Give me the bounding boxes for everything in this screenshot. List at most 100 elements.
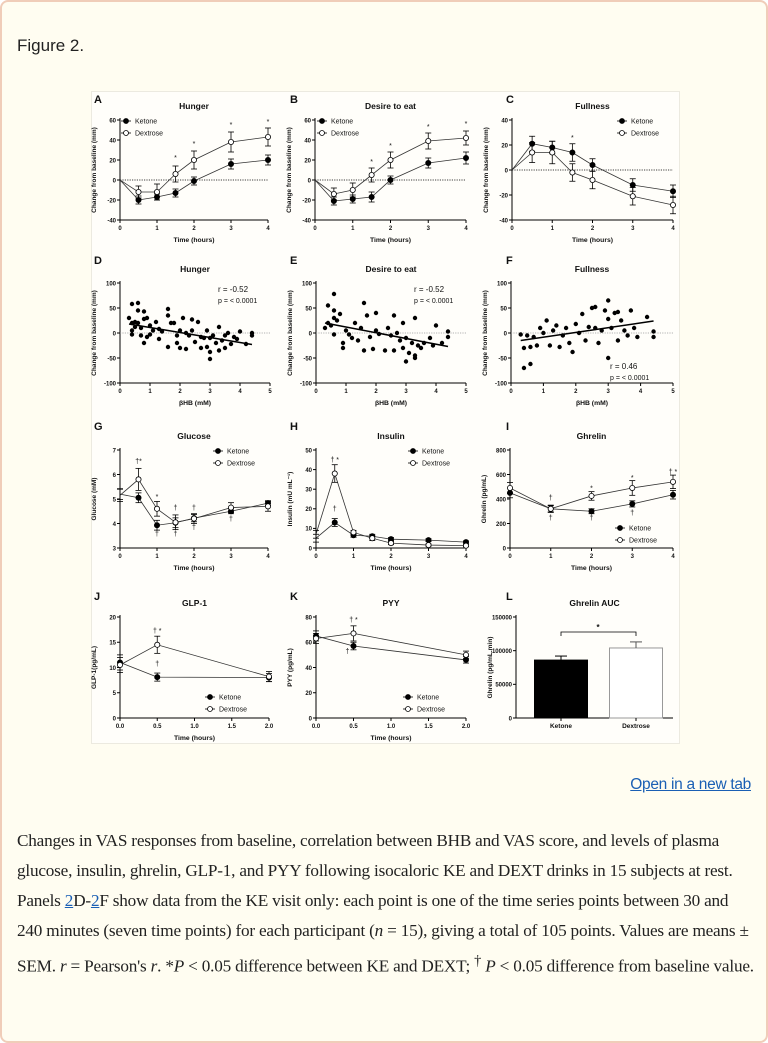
- y-tick-label: 0: [509, 716, 513, 722]
- x-tick-label: 4: [639, 389, 643, 395]
- figure-link-2d[interactable]: 2: [64, 891, 74, 910]
- x-tick-label: 3: [631, 226, 635, 232]
- data-point: [418, 345, 424, 351]
- panel-letter: B: [290, 94, 298, 106]
- data-point: [216, 348, 222, 353]
- x-tick-label: 2.0: [462, 724, 471, 730]
- y-tick-label: 100: [106, 281, 117, 287]
- legend-marker-ketone: [123, 118, 129, 124]
- y-tick-label: -20: [499, 193, 508, 199]
- x-tick-label: 2: [192, 554, 196, 560]
- open-in-new-tab-link[interactable]: Open in a new tab: [630, 776, 751, 793]
- x-tick-label: 0: [118, 389, 122, 395]
- y-tick-label: -100: [104, 381, 117, 387]
- y-tick-label: -40: [302, 218, 311, 224]
- data-point: [367, 334, 373, 340]
- panel-title: Ghrelin: [577, 431, 607, 441]
- panel-letter: H: [290, 421, 298, 433]
- data-point: [521, 365, 527, 371]
- significance-mark: *: [230, 122, 233, 129]
- x-tick-label: 1.5: [424, 724, 433, 730]
- x-tick-label: 1: [148, 389, 152, 395]
- x-tick-label: 0.0: [312, 724, 321, 730]
- panel-g: G Glucose 3 4 5 6 7 Glucose (mM) 0 1 2 3 4 Time (hour…: [91, 421, 271, 572]
- marker-dextrose: [425, 137, 432, 144]
- x-tick-label: 1: [549, 554, 553, 560]
- caption-italic: P: [173, 956, 185, 976]
- marker-dextrose: [529, 149, 536, 156]
- data-point: [147, 332, 153, 337]
- x-tick-label: 1.0: [387, 724, 396, 730]
- marker-dextrose: [629, 193, 636, 200]
- x-tick-label: 2: [389, 554, 393, 560]
- significance-mark: †: [549, 495, 553, 502]
- x-tick-label: Dextrose: [622, 723, 650, 730]
- data-point: [165, 313, 171, 318]
- legend-label: Ketone: [331, 119, 353, 126]
- legend-label: Ketone: [631, 119, 653, 126]
- legend-marker-dextrose: [410, 460, 416, 466]
- x-tick-label: 0: [313, 226, 317, 232]
- significance-mark: †: [174, 531, 178, 538]
- significance-mark: *: [193, 141, 196, 148]
- data-point: [541, 330, 546, 336]
- y-tick-label: 20: [109, 615, 116, 621]
- significance-mark: †: [155, 531, 159, 538]
- x-tick-label: 0: [509, 389, 513, 395]
- significance-mark: *: [370, 159, 373, 166]
- panel-title: Desire to eat: [365, 101, 416, 111]
- data-point: [596, 340, 601, 346]
- data-point: [400, 320, 406, 326]
- x-axis-label: Time (hours): [370, 565, 411, 572]
- data-point: [618, 318, 624, 323]
- x-tick-label: 4: [671, 554, 675, 560]
- data-point: [544, 318, 549, 323]
- x-tick-label: 5: [671, 389, 675, 395]
- significance-mark: *: [156, 494, 159, 501]
- x-tick-label: 0: [314, 389, 318, 395]
- marker-ketone: [331, 519, 338, 526]
- marker-dextrose: [547, 505, 554, 512]
- data-point: [364, 313, 370, 318]
- marker-dextrose: [368, 171, 375, 178]
- y-tick-label: -40: [107, 218, 116, 224]
- x-tick-label: 3: [208, 389, 212, 395]
- y-tick-label: 50: [305, 448, 312, 454]
- data-point: [537, 325, 543, 331]
- marker-dextrose: [190, 515, 197, 522]
- data-point: [615, 338, 621, 343]
- y-tick-label: 80: [305, 615, 312, 621]
- marker-ketone: [368, 193, 375, 200]
- x-tick-label: 1: [542, 389, 546, 395]
- y-tick-label: 40: [109, 138, 116, 144]
- data-point: [174, 340, 180, 346]
- significance-mark: †: [333, 506, 337, 513]
- data-point: [403, 359, 409, 364]
- data-point: [216, 324, 222, 330]
- x-tick-label: 0: [508, 554, 512, 560]
- data-point: [606, 355, 611, 361]
- caption-text: D-: [73, 891, 91, 910]
- x-tick-label: 4: [671, 226, 675, 232]
- data-point: [631, 325, 637, 331]
- data-point: [615, 309, 621, 315]
- legend-marker-ketone: [617, 525, 623, 531]
- data-point: [625, 333, 630, 338]
- data-point: [397, 338, 403, 343]
- figure-link-2f[interactable]: 2: [90, 891, 100, 910]
- significance-mark: †: [174, 505, 178, 512]
- significance-mark: *: [174, 155, 177, 162]
- y-tick-label: 6: [113, 473, 117, 479]
- legend-label: Ketone: [227, 449, 249, 456]
- data-point: [427, 335, 433, 341]
- x-tick-label: 2.0: [265, 724, 274, 730]
- x-axis-label: βHB (mM): [375, 400, 407, 407]
- marker-dextrose: [350, 630, 357, 637]
- data-point: [343, 328, 349, 333]
- series-line-ketone: [315, 635, 467, 661]
- marker-dextrose: [387, 156, 394, 163]
- data-point: [331, 332, 337, 337]
- legend-marker-ketone: [207, 694, 213, 700]
